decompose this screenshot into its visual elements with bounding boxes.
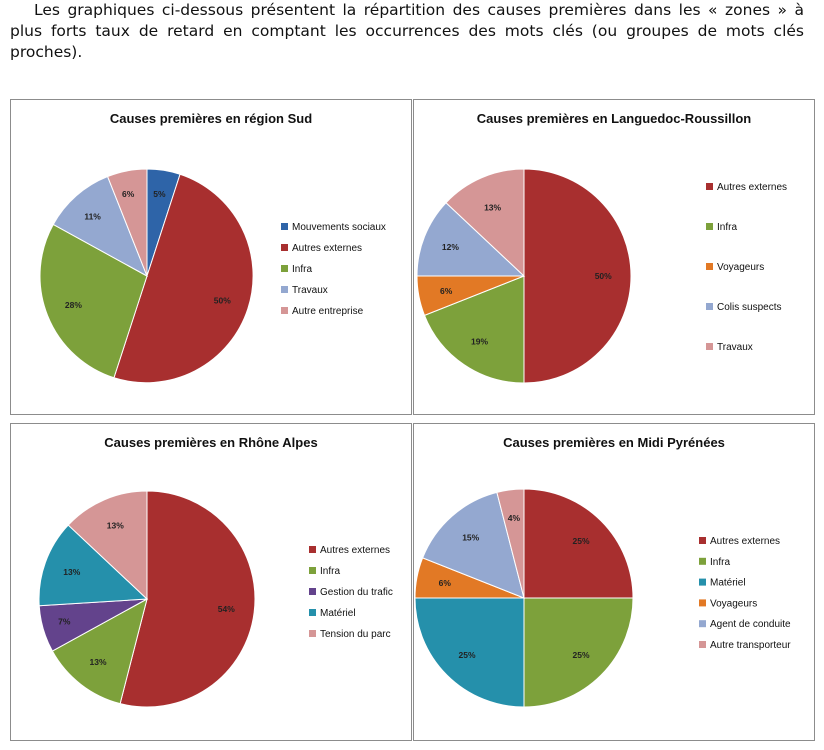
legend-swatch-materiel: [699, 578, 706, 586]
legend-label-voyageurs: Voyageurs: [710, 598, 757, 609]
pie-slice-agent-de-conduite: [422, 491, 525, 599]
pie-slice-colis-suspects: [416, 202, 526, 277]
pie-chart-languedoc-roussillon: Causes premières en Languedoc-Roussillon…: [416, 111, 787, 384]
data-label-autres-externes: 50%: [214, 296, 231, 306]
data-label-mouvements-sociaux: 5%: [153, 189, 166, 199]
pie-slice-infra: [51, 598, 148, 705]
legend-swatch-autres-externes: [706, 183, 713, 190]
pie-slice-materiel: [38, 524, 149, 607]
legend-swatch-travaux: [706, 343, 713, 350]
legend-label-autres-externes: Autres externes: [320, 545, 390, 556]
legend-swatch-autres-externes: [699, 537, 706, 544]
pie-chart-rhone-alpes: Causes premières en Rhône Alpes 54% 13% 7% 1…: [38, 435, 393, 708]
data-label-travaux: 13%: [484, 202, 501, 212]
legend-label-infra: Infra: [710, 557, 730, 568]
legend-label-mouvements-sociaux: Mouvements sociaux: [292, 222, 386, 233]
chart-panel-midi-pyrenees: Causes premières en Midi Pyrénées 25% 25% 2…: [413, 423, 815, 741]
pie-slice-infra: [423, 275, 525, 384]
chart-title: Causes premières en Rhône Alpes: [104, 435, 317, 450]
legend-swatch-voyageurs: [706, 263, 713, 270]
legend-label-infra: Infra: [717, 222, 737, 233]
chart-panel-rhone-alpes: Causes premières en Rhône Alpes 54% 13% 7% 1…: [10, 423, 412, 741]
chart-title: Causes premières en Midi Pyrénées: [503, 435, 725, 450]
pie-slice-materiel: [414, 597, 525, 708]
chart-panel-region-sud: Causes premières en région Sud 5% 50% 28% 11…: [10, 99, 412, 415]
legend-label-materiel: Matériel: [320, 608, 356, 619]
data-label-infra: 25%: [572, 650, 589, 660]
legend-swatch-travaux: [281, 286, 288, 293]
pie-chart-region-sud: Causes premières en région Sud 5% 50% 28% 11…: [39, 111, 386, 384]
pie-slice-autres-externes: [113, 173, 254, 384]
legend-swatch-autres-externes: [281, 244, 288, 251]
legend-label-autres-externes: Autres externes: [292, 243, 362, 254]
legend-swatch-infra: [309, 567, 316, 574]
legend-label-gestion-du-trafic: Gestion du trafic: [320, 587, 393, 598]
legend-label-autre-transporteur: Autre transporteur: [710, 640, 791, 651]
legend-label-travaux: Travaux: [717, 342, 753, 353]
pie-slice-tension-du-parc: [67, 490, 148, 601]
legend-swatch-tension-du-parc: [309, 630, 316, 637]
pie-slice-autres-externes: [523, 488, 634, 599]
data-label-tension-du-parc: 13%: [107, 521, 124, 531]
data-label-colis-suspects: 12%: [442, 242, 459, 252]
legend-swatch-infra: [706, 223, 713, 230]
legend-label-tension-du-parc: Tension du parc: [320, 629, 391, 640]
data-label-agent-de-conduite: 15%: [462, 533, 479, 543]
legend-label-travaux: Travaux: [292, 285, 328, 296]
data-label-infra: 19%: [471, 337, 488, 347]
pie-slice-infra: [39, 223, 148, 379]
chart-title: Causes premières en Languedoc-Roussillon: [477, 111, 752, 126]
data-label-autre-entreprise: 6%: [122, 189, 135, 199]
legend-swatch-gestion-du-trafic: [309, 588, 316, 595]
legend-swatch-autre-transporteur: [699, 641, 706, 648]
data-label-gestion-du-trafic: 7%: [58, 616, 71, 626]
pie-chart-midi-pyrenees: Causes premières en Midi Pyrénées 25% 25% 2…: [414, 435, 791, 708]
legend-label-autres-externes: Autres externes: [710, 536, 780, 547]
data-label-voyageurs: 6%: [440, 286, 453, 296]
legend-swatch-agent-de-conduite: [699, 620, 706, 628]
legend-label-colis-suspects: Colis suspects: [717, 302, 781, 313]
data-label-materiel: 13%: [63, 567, 80, 577]
pie-slice-infra: [523, 597, 634, 708]
legend-swatch-mouvements-sociaux: [281, 223, 288, 230]
data-label-materiel: 25%: [458, 650, 475, 660]
intro-paragraph: Les graphiques ci-dessous présentent la …: [10, 1, 804, 61]
legend-swatch-voyageurs: [699, 599, 706, 607]
pie-slice-autres-externes: [523, 168, 632, 384]
legend-label-autres-externes: Autres externes: [717, 182, 787, 193]
pie-slice-autre-transporteur: [496, 488, 525, 599]
legend-label-infra: Infra: [320, 566, 340, 577]
legend-label-materiel: Matériel: [710, 578, 746, 589]
pie-slice-autres-externes: [119, 490, 256, 708]
data-label-autres-externes: 25%: [572, 536, 589, 546]
legend-swatch-colis-suspects: [706, 303, 713, 310]
legend-label-autre-entreprise: Autre entreprise: [292, 306, 364, 317]
data-label-voyageurs: 6%: [439, 578, 452, 588]
legend-swatch-materiel: [309, 609, 316, 616]
pie-slice-autre-entreprise: [106, 168, 148, 277]
legend-swatch-autre-entreprise: [281, 307, 288, 314]
pie-slice-travaux: [445, 168, 525, 278]
legend-swatch-infra: [699, 557, 706, 565]
legend-label-agent-de-conduite: Agent de conduite: [710, 619, 791, 630]
data-label-infra: 13%: [89, 657, 106, 667]
data-label-autres-externes: 50%: [595, 271, 612, 281]
legend-label-voyageurs: Voyageurs: [717, 262, 764, 273]
data-label-autres-externes: 54%: [218, 604, 235, 614]
data-label-travaux: 11%: [84, 212, 101, 222]
chart-panel-languedoc-roussillon: Causes premières en Languedoc-Roussillon…: [413, 99, 815, 415]
data-label-infra: 28%: [65, 300, 82, 310]
legend-swatch-infra: [281, 265, 288, 272]
pie-slice-travaux: [52, 175, 148, 278]
data-label-autre-transporteur: 4%: [508, 513, 521, 523]
legend-swatch-autres-externes: [309, 546, 316, 553]
legend-label-infra: Infra: [292, 264, 312, 275]
chart-title: Causes premières en région Sud: [110, 111, 312, 126]
